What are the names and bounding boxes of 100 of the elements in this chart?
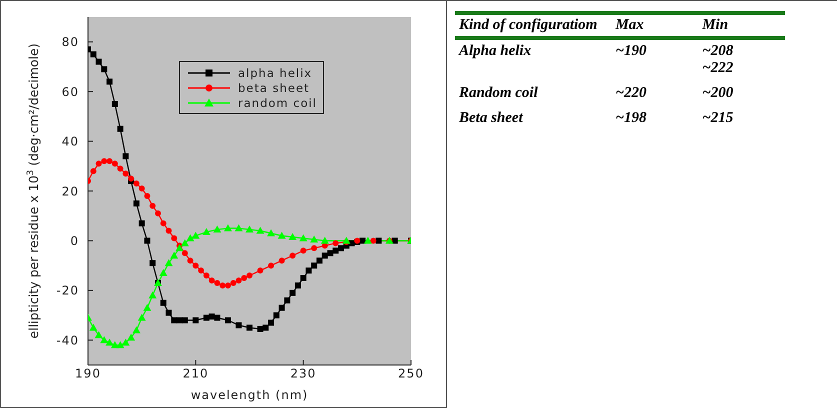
legend-label: random coil	[238, 96, 318, 110]
point	[112, 160, 118, 167]
point	[94, 331, 103, 338]
point	[203, 314, 210, 321]
point	[224, 282, 231, 288]
legend-label: beta sheet	[238, 80, 310, 94]
point	[278, 304, 285, 311]
point	[90, 168, 96, 174]
text: Random coil	[459, 85, 538, 101]
point	[224, 317, 231, 324]
y-tick-label: 20	[62, 184, 79, 198]
point	[164, 259, 173, 266]
point	[144, 192, 150, 199]
point	[262, 324, 269, 331]
point	[198, 268, 204, 274]
point	[182, 250, 188, 256]
x-tick-label: 230	[290, 366, 316, 381]
point	[192, 262, 199, 269]
text: ~198	[615, 110, 647, 126]
point	[278, 258, 285, 264]
point	[122, 170, 129, 177]
text: ~190	[615, 43, 647, 59]
text: ~215	[702, 110, 734, 126]
point	[106, 158, 113, 164]
point	[122, 153, 129, 160]
point	[246, 324, 252, 331]
point	[320, 236, 329, 244]
point	[138, 220, 145, 226]
point	[256, 226, 264, 234]
y-tick-label: -40	[56, 333, 79, 348]
point	[230, 280, 236, 286]
point	[96, 58, 102, 65]
point	[148, 291, 157, 298]
point	[89, 324, 98, 331]
point	[112, 101, 118, 107]
point	[117, 166, 124, 172]
point	[236, 322, 242, 328]
point	[311, 245, 318, 252]
point	[294, 282, 301, 288]
category-label: Max	[614, 16, 645, 35]
point	[273, 312, 280, 318]
point	[159, 269, 168, 276]
text: Alpha helix	[459, 43, 532, 59]
point	[338, 245, 344, 252]
point	[171, 235, 178, 242]
legend-label: alpha helix	[238, 66, 312, 80]
point	[284, 297, 290, 304]
point	[150, 202, 156, 209]
x-tick-label: 190	[75, 366, 101, 381]
point	[180, 239, 189, 246]
point	[187, 258, 194, 264]
point	[236, 277, 242, 284]
point	[106, 338, 114, 346]
point	[171, 317, 178, 324]
point	[267, 229, 276, 236]
point	[202, 228, 210, 236]
point	[241, 275, 248, 281]
point	[192, 232, 200, 239]
point	[370, 238, 376, 244]
point	[144, 238, 150, 244]
point	[310, 235, 318, 242]
y-tick-label: 80	[62, 35, 79, 50]
point	[166, 228, 172, 234]
y-tick-label: 40	[62, 134, 79, 149]
point	[122, 338, 130, 346]
text: ~220	[615, 85, 647, 101]
point	[392, 238, 398, 244]
y-tick-label: 60	[62, 84, 79, 99]
point	[220, 282, 226, 288]
point	[186, 234, 194, 242]
point	[290, 290, 296, 296]
point	[132, 326, 140, 334]
point	[332, 248, 339, 254]
category-label: Min	[701, 16, 730, 35]
y-tick-label: 0	[70, 234, 79, 248]
point	[290, 252, 296, 259]
point	[327, 250, 334, 256]
category-label: Kind of configuratiom	[458, 16, 598, 35]
point	[300, 248, 306, 254]
point	[138, 314, 146, 321]
point	[101, 158, 108, 164]
point	[376, 238, 382, 244]
point	[213, 226, 222, 233]
point	[214, 280, 220, 286]
point	[96, 160, 102, 167]
point	[170, 252, 178, 259]
x-tick-label: 210	[182, 366, 209, 381]
point	[299, 234, 308, 242]
point	[288, 232, 297, 240]
point	[127, 334, 136, 341]
point	[300, 275, 306, 281]
point	[234, 224, 243, 232]
point	[128, 176, 134, 182]
point	[332, 240, 339, 246]
point	[182, 317, 188, 324]
text: Beta sheet	[459, 110, 523, 126]
y-tick-label: -20	[56, 284, 79, 298]
point	[160, 220, 166, 226]
point	[117, 126, 124, 132]
point	[306, 268, 312, 274]
